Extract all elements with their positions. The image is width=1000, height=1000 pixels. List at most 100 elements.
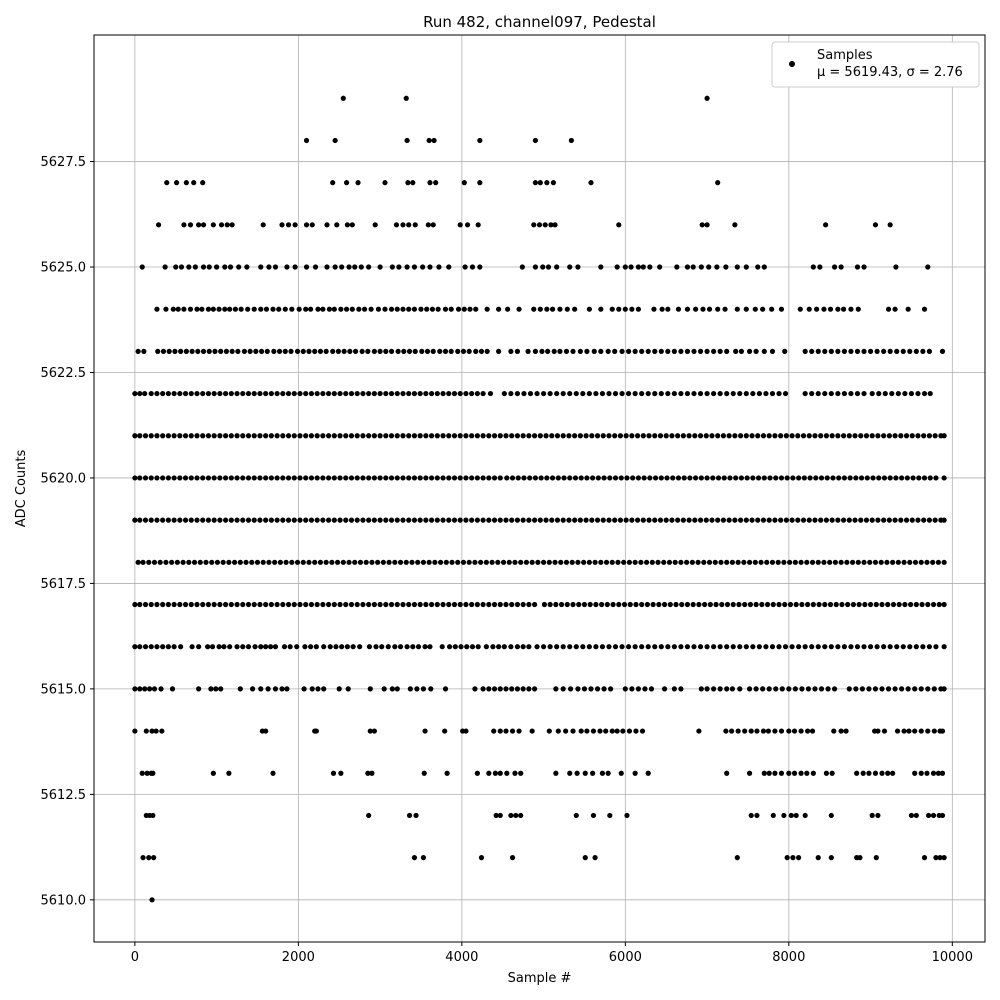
data-point <box>289 559 295 565</box>
data-point <box>154 644 160 650</box>
data-point <box>294 348 301 354</box>
data-point <box>361 306 368 312</box>
data-point <box>893 475 899 481</box>
data-point <box>766 770 772 776</box>
data-point <box>377 601 383 608</box>
data-point <box>704 475 710 481</box>
data-point <box>692 517 698 523</box>
data-point <box>392 644 398 650</box>
data-point <box>912 728 918 734</box>
data-point <box>446 264 452 270</box>
data-point <box>627 601 633 608</box>
data-point <box>778 475 785 481</box>
data-point <box>691 348 697 354</box>
data-point <box>266 559 272 565</box>
data-point <box>737 433 744 439</box>
data-point <box>926 644 933 650</box>
data-point <box>343 601 349 608</box>
data-point <box>504 475 510 481</box>
data-point <box>514 601 521 608</box>
data-point <box>575 686 581 692</box>
data-point <box>790 855 796 861</box>
data-point <box>678 390 684 397</box>
data-point <box>466 559 472 565</box>
data-point <box>670 475 676 481</box>
data-point <box>240 644 246 650</box>
data-point <box>680 433 686 439</box>
data-point <box>154 475 160 481</box>
data-point <box>160 433 166 439</box>
data-point <box>812 686 818 692</box>
data-point <box>892 517 898 523</box>
data-point <box>866 770 872 776</box>
data-point <box>171 601 177 608</box>
data-point <box>249 686 256 692</box>
data-point <box>229 222 235 228</box>
data-point <box>337 601 343 608</box>
data-point <box>251 475 257 481</box>
data-point <box>241 348 248 354</box>
data-point <box>344 222 351 228</box>
data-point <box>913 644 919 650</box>
data-point <box>823 222 829 228</box>
data-point <box>160 601 166 608</box>
data-point <box>308 475 315 481</box>
data-point <box>743 264 749 270</box>
data-point <box>593 390 599 397</box>
data-point <box>340 559 346 565</box>
data-point <box>320 306 326 312</box>
data-point <box>791 728 798 734</box>
data-point <box>675 433 681 439</box>
data-point <box>514 390 521 397</box>
data-point <box>274 433 280 439</box>
chart-title: Run 482, channel097, Pedestal <box>423 13 656 31</box>
data-point <box>624 812 630 819</box>
data-point <box>570 728 576 734</box>
data-point <box>835 433 841 439</box>
data-point <box>166 348 172 354</box>
data-point <box>160 644 166 650</box>
data-point <box>616 601 622 608</box>
data-point <box>756 644 762 650</box>
data-point <box>723 728 729 734</box>
data-point <box>772 728 778 734</box>
data-point <box>619 348 625 354</box>
data-point <box>912 559 919 565</box>
data-point <box>801 475 807 481</box>
data-point <box>867 644 874 650</box>
data-point <box>724 390 730 397</box>
data-point <box>620 728 626 734</box>
data-point <box>684 644 691 650</box>
data-point <box>491 475 498 481</box>
data-point <box>872 686 879 692</box>
data-point <box>320 433 326 439</box>
data-point <box>863 433 870 439</box>
data-point <box>497 433 503 439</box>
data-point <box>684 348 691 354</box>
data-point <box>882 390 888 397</box>
data-point <box>258 644 264 650</box>
data-point <box>160 517 166 523</box>
data-point <box>346 559 352 565</box>
data-point <box>737 644 743 650</box>
data-point <box>665 306 671 312</box>
data-point <box>460 559 467 565</box>
data-point <box>436 264 442 270</box>
data-point <box>451 475 458 481</box>
data-point <box>200 264 207 270</box>
data-point <box>406 812 413 819</box>
data-point <box>443 559 449 565</box>
data-point <box>835 348 841 354</box>
data-point <box>704 222 710 228</box>
data-point <box>313 644 319 650</box>
data-point <box>733 348 739 354</box>
data-point <box>366 644 373 650</box>
data-point <box>257 433 263 439</box>
data-point <box>761 264 767 270</box>
data-point <box>257 517 263 523</box>
data-point <box>188 390 194 397</box>
data-point <box>137 644 143 650</box>
data-point <box>199 306 205 312</box>
data-point <box>553 686 559 692</box>
data-point <box>486 601 492 608</box>
